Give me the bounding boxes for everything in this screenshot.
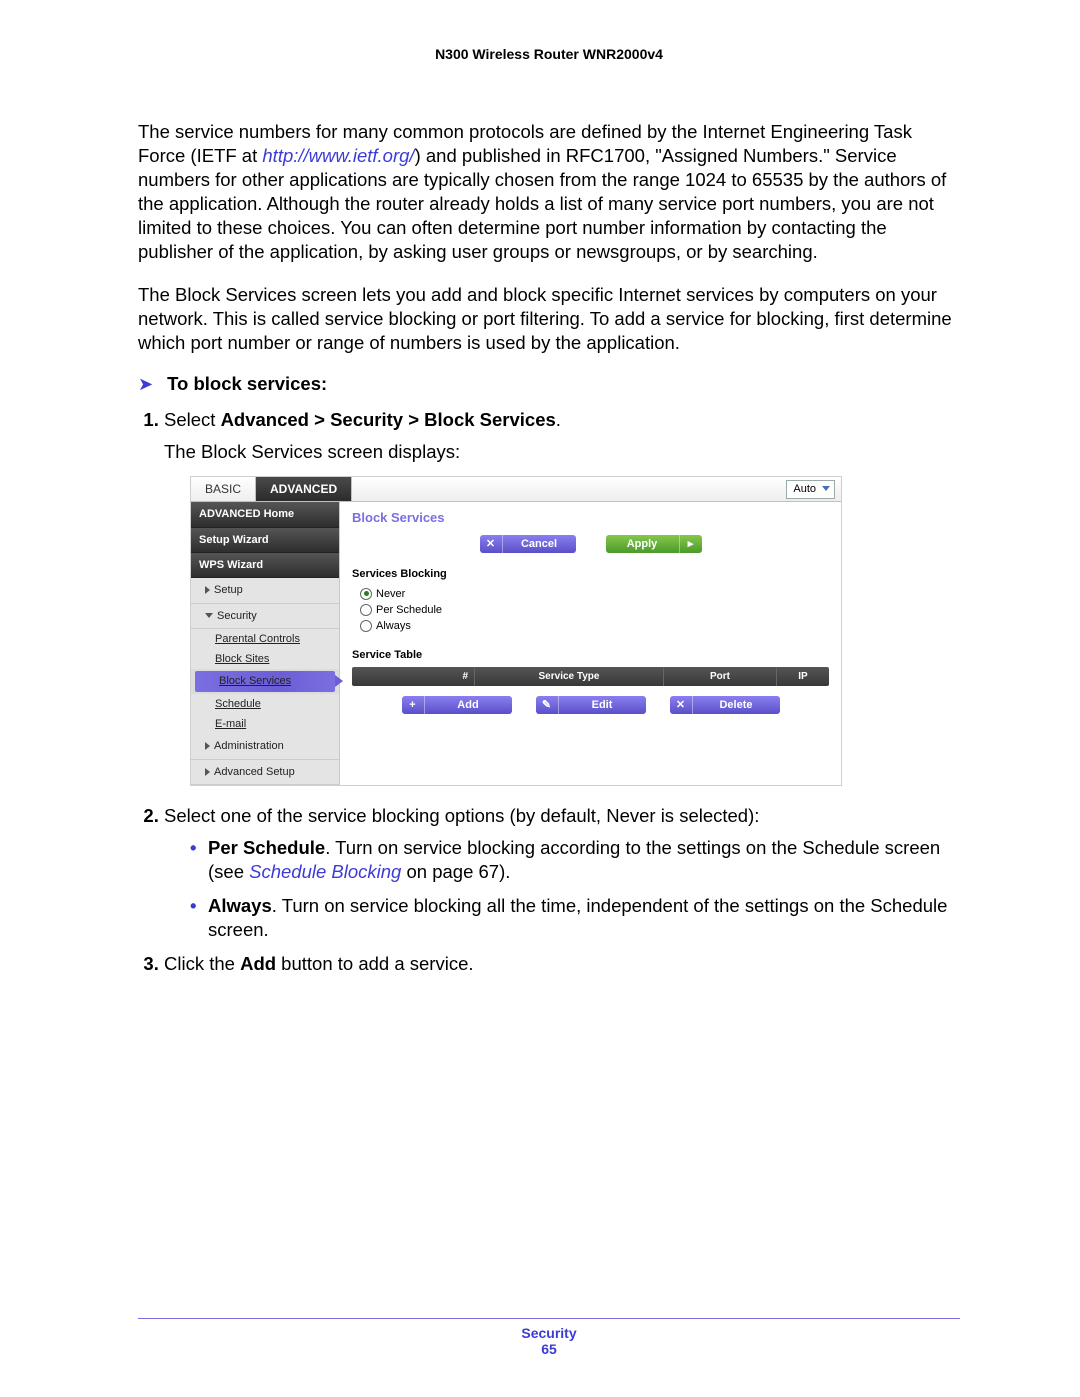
bullet1-a: Per Schedule [208,837,325,858]
step1-c: . [556,409,561,430]
radio-icon [360,588,372,600]
footer-section: Security [138,1325,960,1341]
sidebar-sub-schedule[interactable]: Schedule [191,694,339,714]
edit-label: Edit [559,698,646,712]
col-ip: IP [777,667,829,686]
steps-list: Select Advanced > Security > Block Servi… [138,408,960,976]
radio-always-label: Always [376,619,411,633]
document-page: N300 Wireless Router WNR2000v4 The servi… [0,0,1080,1397]
delete-label: Delete [693,698,780,712]
services-blocking-head: Services Blocking [352,567,829,581]
step1-subtext: The Block Services screen displays: [164,440,960,464]
sidebar-admin-label: Administration [214,740,284,752]
radio-per-schedule[interactable]: Per Schedule [360,602,829,618]
cancel-label: Cancel [503,537,576,551]
procedure-heading: ➤ To block services: [138,373,960,396]
step3-a: Click the [164,953,240,974]
sidebar-setup-label: Setup [214,584,243,596]
chevron-right-icon [205,742,210,750]
radio-never-label: Never [376,587,405,601]
procedure-arrow-icon: ➤ [138,373,153,396]
radio-always[interactable]: Always [360,618,829,634]
content-title: Block Services [352,510,829,527]
cancel-button[interactable]: ✕ Cancel [480,535,576,553]
chevron-right-icon [205,768,210,776]
bullet2-b: . Turn on service blocking all the time,… [208,895,947,940]
sidebar-item-administration[interactable]: Administration [191,734,339,759]
col-num: # [352,667,475,686]
doc-header: N300 Wireless Router WNR2000v4 [138,46,960,62]
plus-icon: + [402,696,425,714]
step1-path: Advanced > Security > Block Services [221,409,556,430]
step3-c: button to add a service. [276,953,473,974]
radio-icon [360,604,372,616]
sidebar-sub-block-services[interactable]: Block Services [195,671,335,691]
sidebar: ADVANCED Home Setup Wizard WPS Wizard Se… [191,502,340,785]
step3-b: Add [240,953,276,974]
apply-button[interactable]: Apply ▸ [606,535,702,553]
sidebar-item-setup[interactable]: Setup [191,578,339,603]
schedule-blocking-link[interactable]: Schedule Blocking [249,861,401,882]
step-3: Click the Add button to add a service. [164,952,960,976]
top-button-row: ✕ Cancel Apply ▸ [352,535,829,553]
sidebar-item-security[interactable]: Security [191,604,339,629]
radio-per-schedule-label: Per Schedule [376,603,442,617]
auto-select-value: Auto [786,480,835,498]
page-footer: Security 65 [138,1318,960,1357]
tab-basic[interactable]: BASIC [191,477,256,501]
delete-button[interactable]: ✕ Delete [670,696,780,714]
content-pane: Block Services ✕ Cancel Apply ▸ Servic [340,502,841,785]
close-icon: ✕ [670,696,693,714]
ietf-link[interactable]: http://www.ietf.org/ [262,145,414,166]
add-label: Add [425,698,512,712]
ui-tabs: BASIC ADVANCED Auto [191,477,841,502]
bullet-always: Always. Turn on service blocking all the… [190,894,960,942]
service-table-head: Service Table [352,648,829,662]
action-row: + Add ✎ Edit ✕ Delete [352,696,829,714]
paragraph-1: The service numbers for many common prot… [138,120,960,264]
step-2: Select one of the service blocking optio… [164,804,960,942]
sidebar-item-setup-wizard[interactable]: Setup Wizard [191,528,339,553]
add-button[interactable]: + Add [402,696,512,714]
service-table-header: # Service Type Port IP [352,667,829,686]
sidebar-advsetup-label: Advanced Setup [214,766,295,778]
edit-button[interactable]: ✎ Edit [536,696,646,714]
procedure-title: To block services: [167,373,327,395]
tab-spacer [352,477,786,501]
paragraph-2: The Block Services screen lets you add a… [138,283,960,355]
ui-body: ADVANCED Home Setup Wizard WPS Wizard Se… [191,502,841,785]
bullet1-c: on page 67). [401,861,510,882]
tab-advanced[interactable]: ADVANCED [256,477,352,501]
radio-icon [360,620,372,632]
router-ui-screenshot: BASIC ADVANCED Auto ADVANCED Home Setup … [190,476,842,786]
chevron-down-icon [205,613,213,618]
step1-a: Select [164,409,221,430]
bullet2-a: Always [208,895,272,916]
pencil-icon: ✎ [536,696,559,714]
sidebar-sub-block-sites[interactable]: Block Sites [191,649,339,669]
sidebar-security-label: Security [217,610,257,622]
bullet-per-schedule: Per Schedule. Turn on service blocking a… [190,836,960,884]
step2-text: Select one of the service blocking optio… [164,805,759,826]
step-1: Select Advanced > Security > Block Servi… [164,408,960,786]
col-port: Port [664,667,777,686]
sidebar-item-advanced-home[interactable]: ADVANCED Home [191,502,339,527]
auto-select[interactable]: Auto [786,480,835,498]
sidebar-item-advanced-setup[interactable]: Advanced Setup [191,760,339,785]
sidebar-sub-parental[interactable]: Parental Controls [191,629,339,649]
apply-label: Apply [606,537,679,551]
col-type: Service Type [475,667,664,686]
close-icon: ✕ [480,535,503,553]
footer-page-number: 65 [138,1341,960,1357]
radio-never[interactable]: Never [360,586,829,602]
step2-bullets: Per Schedule . Turn on service blocking a… [164,836,960,942]
chevron-right-icon [205,586,210,594]
sidebar-sub-email[interactable]: E-mail [191,714,339,734]
sidebar-item-wps-wizard[interactable]: WPS Wizard [191,553,339,578]
chevron-right-icon: ▸ [679,535,702,553]
